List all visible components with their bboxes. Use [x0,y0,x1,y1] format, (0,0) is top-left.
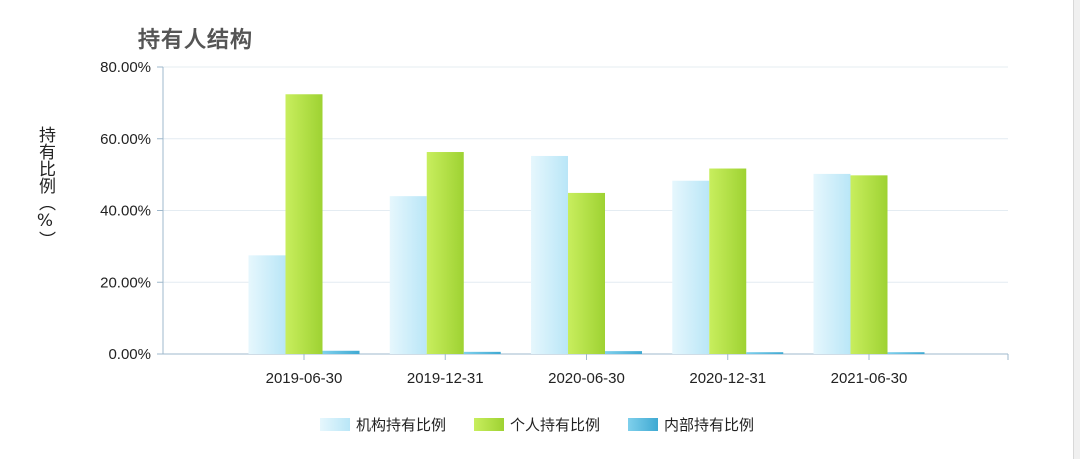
legend: 机构持有比例 个人持有比例 内部持有比例 [0,414,1074,435]
legend-item-2[interactable]: 内部持有比例 [628,414,754,435]
bar-series1-2019-12-31 [426,152,464,354]
x-tick-label: 2020-12-31 [689,370,766,387]
legend-swatch [628,418,658,431]
x-tick-label: 2020-06-30 [548,370,625,387]
bar-series2-2020-06-30 [605,351,642,354]
y-tick-label: 40.00% [100,203,151,220]
x-tick-label: 2019-06-30 [266,370,343,387]
bar-series0-2020-12-31 [672,180,710,354]
legend-swatch [319,418,350,431]
bar-series1-2019-06-30 [285,94,323,354]
legend-swatch [473,418,504,431]
bar-series0-2019-06-30 [248,255,286,354]
chart-title: 持有人结构 [138,28,254,53]
y-tick-label: 80.00% [100,59,151,76]
y-tick-label: 0.00% [108,346,151,363]
y-tick-label: 20.00% [100,274,151,291]
bar-series2-2019-12-31 [463,351,501,354]
window-edge [1073,0,1080,459]
y-axis-label: 持有比例（%） [35,126,55,248]
bar-series0-2021-06-30 [813,173,851,354]
bar-series2-2019-06-30 [322,350,360,354]
bar-series1-2020-06-30 [568,192,605,354]
y-tick-label: 60.00% [100,131,151,148]
x-tick-label: 2019-12-31 [407,370,484,387]
bar-series0-2020-06-30 [531,155,568,354]
bar-series0-2019-12-31 [389,196,427,354]
legend-label: 个人持有比例 [509,416,600,434]
bar-series1-2021-06-30 [850,175,888,354]
legend-label: 机构持有比例 [355,416,446,434]
x-tick-label: 2021-06-30 [831,370,908,387]
bar-series2-2020-12-31 [746,352,784,354]
bar-series2-2021-06-30 [887,352,925,354]
legend-label: 内部持有比例 [664,416,755,434]
bar-series1-2020-12-31 [709,168,747,354]
legend-item-0[interactable]: 机构持有比例 [319,414,446,435]
legend-item-1[interactable]: 个人持有比例 [473,414,600,435]
